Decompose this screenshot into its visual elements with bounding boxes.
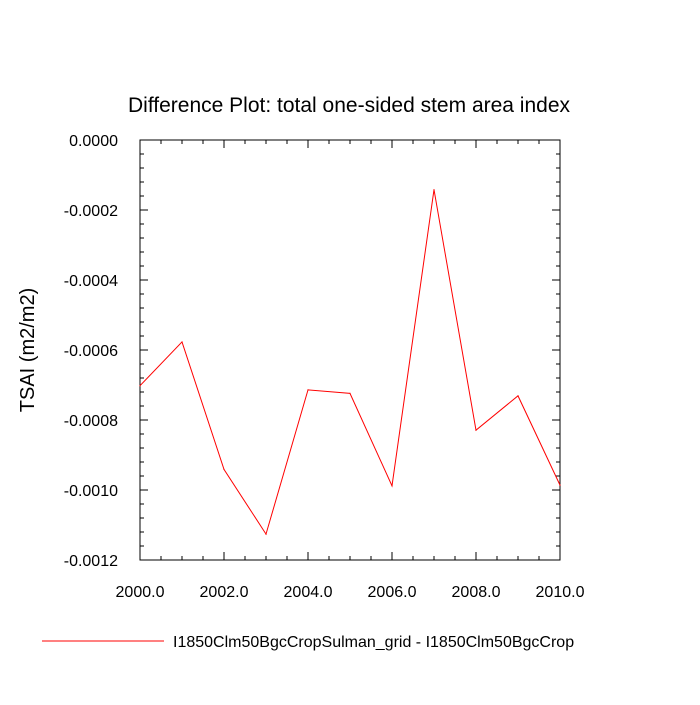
data-point	[349, 392, 351, 394]
y-tick-label: -0.0010	[64, 483, 118, 500]
x-tick-label: 2000.0	[116, 584, 165, 601]
x-tick-label: 2004.0	[284, 584, 333, 601]
data-point	[265, 533, 267, 535]
x-tick-label: 2006.0	[368, 584, 417, 601]
data-point	[475, 429, 477, 431]
legend-label: I1850Clm50BgcCropSulman_grid - I1850Clm5…	[173, 634, 574, 651]
x-tick-label: 2002.0	[200, 584, 249, 601]
y-tick-label: -0.0008	[64, 413, 118, 430]
data-point	[139, 385, 141, 387]
data-point	[223, 468, 225, 470]
data-point	[307, 389, 309, 391]
x-tick-label: 2010.0	[536, 584, 585, 601]
series-line	[139, 189, 561, 536]
data-point	[517, 395, 519, 397]
y-tick-label: -0.0002	[64, 203, 118, 220]
y-tick-label: -0.0012	[64, 553, 118, 570]
data-point	[433, 189, 435, 191]
y-tick-label: -0.0006	[64, 343, 118, 360]
chart-title: Difference Plot: total one-sided stem ar…	[128, 94, 571, 117]
plot-area: 2000.0 2002.0 2004.0 2006.0 2008.0 2010.0 0.00…	[64, 133, 585, 601]
data-point	[559, 484, 561, 486]
x-tick-label: 2008.0	[452, 584, 501, 601]
y-axis-label: TSAI (m2/m2)	[17, 288, 39, 412]
data-point	[391, 485, 393, 487]
data-point	[181, 341, 183, 343]
y-tick-label: 0.0000	[69, 133, 118, 150]
legend: I1850Clm50BgcCropSulman_grid - I1850Clm5…	[42, 634, 574, 651]
plot-frame	[139, 139, 561, 561]
y-tick-label: -0.0004	[64, 273, 118, 290]
